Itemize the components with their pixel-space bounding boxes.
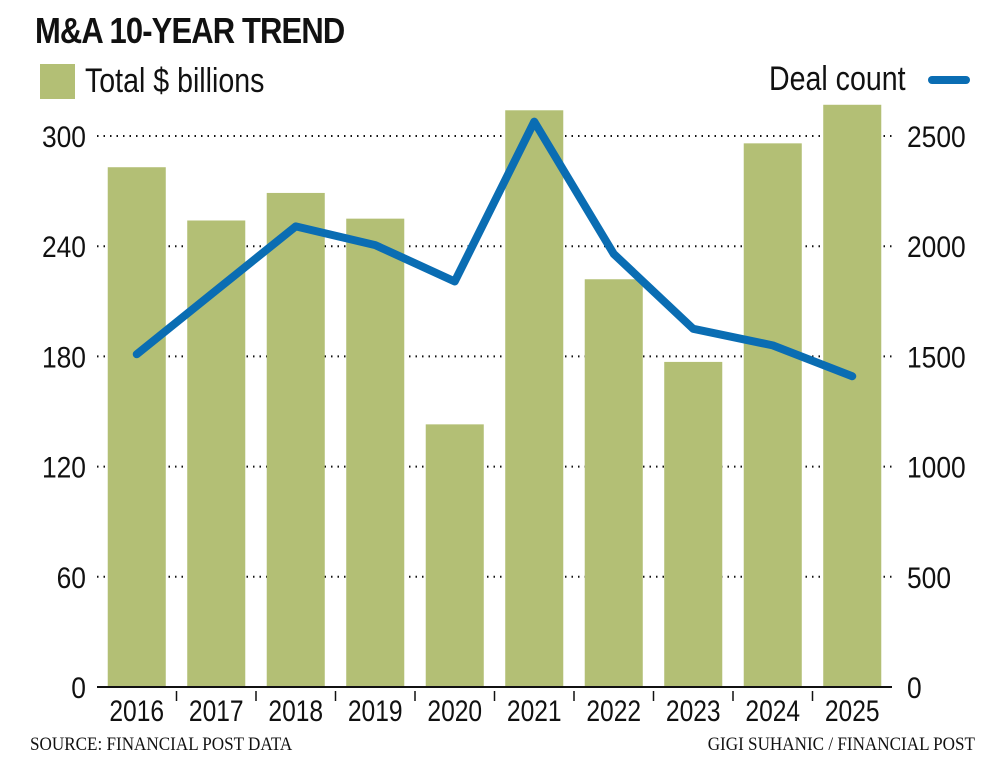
bar-2025 <box>823 104 882 687</box>
legend-line-swatch <box>928 75 970 84</box>
y-axis-right: 0 500 1000 1500 2000 2500 <box>907 119 966 704</box>
y-right-tick-label: 500 <box>907 560 951 594</box>
y-axis-left: 0 60 120 180 240 300 <box>42 119 86 704</box>
y-right-tick-label: 2000 <box>907 230 966 264</box>
x-axis: 2016 2017 2018 2019 2020 2021 2022 2023 2024 2025 <box>109 691 880 728</box>
bar-2018 <box>266 192 325 688</box>
deal-count-line <box>132 117 857 381</box>
x-tick-label: 2025 <box>825 694 880 728</box>
y-right-tick-label: 1500 <box>907 340 966 374</box>
y-left-tick-label: 240 <box>42 230 86 264</box>
legend-line: Deal count <box>743 60 970 99</box>
chart-title: M&A 10-YEAR TREND <box>35 10 345 51</box>
credit-note: GIGI SUHANIC / FINANCIAL POST <box>707 734 975 755</box>
bar-2022 <box>584 279 643 687</box>
legend-line-label: Deal count <box>769 60 906 98</box>
x-tick-label: 2020 <box>427 694 482 728</box>
legend-bar-swatch <box>40 64 75 99</box>
bar-2019 <box>346 218 405 687</box>
bar-2016 <box>107 167 166 687</box>
x-tick-label: 2018 <box>268 694 323 728</box>
y-left-tick-label: 300 <box>42 119 86 153</box>
bars <box>107 104 882 688</box>
deal-count-polyline <box>132 117 857 381</box>
bar-2023 <box>664 361 723 687</box>
y-left-tick-label: 120 <box>42 450 86 484</box>
bar-2020 <box>425 424 484 687</box>
x-tick-label: 2016 <box>109 694 164 728</box>
source-note: SOURCE: FINANCIAL POST DATA <box>30 734 293 755</box>
x-tick-label: 2017 <box>189 694 244 728</box>
bar-2017 <box>187 220 246 687</box>
legend-bar-label: Total $ billions <box>85 62 265 100</box>
legend-bars: Total $ billions <box>40 62 299 101</box>
x-tick-label: 2022 <box>586 694 641 728</box>
y-left-tick-label: 0 <box>71 670 86 704</box>
x-tick-label: 2019 <box>348 694 403 728</box>
y-right-tick-label: 2500 <box>907 119 966 153</box>
x-tick-label: 2024 <box>745 694 800 728</box>
bar-2024 <box>743 143 802 687</box>
y-right-tick-label: 0 <box>907 670 922 704</box>
x-tick-label: 2023 <box>666 694 721 728</box>
x-tick-label: 2021 <box>507 694 562 728</box>
bar-2021 <box>505 110 564 687</box>
y-left-tick-label: 60 <box>57 560 86 594</box>
gridlines <box>97 135 892 578</box>
y-left-tick-label: 180 <box>42 340 86 374</box>
y-right-tick-label: 1000 <box>907 450 966 484</box>
